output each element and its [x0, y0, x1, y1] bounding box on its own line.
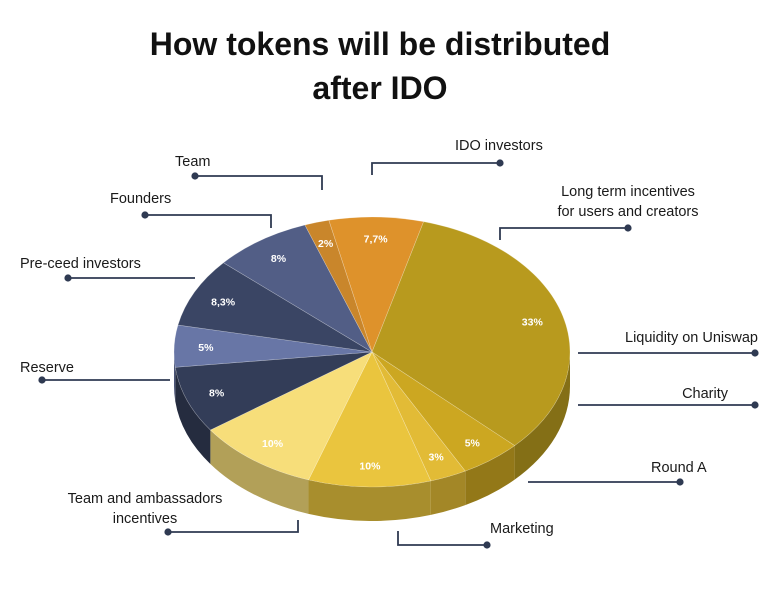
slice-label-liquidity-on-uniswap: Liquidity on Uniswap	[625, 330, 758, 346]
value-label-marketing: 10%	[262, 438, 284, 450]
slice-charity	[371, 351, 466, 482]
slice-label-founders: Founders	[110, 191, 171, 207]
slice-side-team-and-ambassadors-incentives	[175, 367, 211, 464]
slice-side-marketing	[210, 429, 309, 514]
slice-label-round-a: Round A	[651, 460, 707, 476]
leader-dot-long-term-incentives-for-users-and-creators	[624, 224, 632, 232]
value-label-team: 2%	[318, 238, 334, 250]
pie-value-labels: 7,7% 33% 5% 3% 10% 10% 8% 5% 8,3% 8% 2%	[198, 234, 543, 473]
chart-title-line-1: How tokens will be distributed	[149, 26, 611, 62]
leader-line-founders	[145, 214, 272, 228]
slice-label-ido-investors: IDO investors	[455, 138, 543, 154]
slice-label-pre-ceed-investors: Pre-ceed investors	[20, 256, 141, 272]
slice-label-charity: Charity	[682, 386, 729, 402]
chart-title: How tokens will be distributed after IDO	[0, 22, 760, 110]
leader-line-team	[195, 175, 323, 190]
slice-founders	[222, 224, 373, 353]
value-label-long-term-incentives-for-users-and-creators: 33%	[522, 317, 544, 329]
leader-dot-pre-ceed-investors	[64, 274, 72, 282]
slice-label-long-term-incentives-for-users-and-creators-line-2: for users and creators	[557, 204, 698, 220]
pie-slices	[173, 216, 571, 488]
slice-label-team-and-ambassadors-incentives-line-1: Team and ambassadors	[68, 491, 223, 507]
slice-long-term-incentives-for-users-and-creators	[371, 221, 571, 446]
value-label-reserve: 5%	[198, 342, 214, 354]
slice-label-reserve: Reserve	[20, 360, 74, 376]
slice-label-marketing: Marketing	[490, 521, 554, 537]
leader-dot-ido-investors	[496, 159, 504, 167]
slice-side-long-term-incentives-for-users-and-creators	[514, 352, 570, 480]
chart-title-line-2: after IDO	[312, 70, 448, 106]
leader-dot-reserve	[38, 376, 46, 384]
leader-dot-marketing	[483, 541, 491, 549]
value-label-liquidity-on-uniswap: 5%	[465, 437, 481, 449]
leader-dot-liquidity-on-uniswap	[751, 349, 759, 357]
slice-side-round-a	[308, 479, 431, 521]
leader-dot-team	[191, 172, 199, 180]
leader-dot-team-and-ambassadors-incentives	[164, 528, 172, 536]
leader-lines	[38, 159, 759, 549]
slice-label-team-and-ambassadors-incentives-line-2: incentives	[113, 511, 177, 527]
slice-side-liquidity-on-uniswap	[465, 445, 515, 506]
slice-round-a	[308, 351, 432, 488]
slice-team	[304, 219, 373, 353]
slice-label-team: Team	[175, 154, 210, 170]
slice-side-charity	[430, 471, 466, 515]
slice-team-and-ambassadors-incentives	[174, 351, 373, 431]
pie-sides	[174, 352, 570, 521]
leader-line-marketing	[397, 531, 487, 546]
value-label-pre-ceed-investors: 8,3%	[211, 296, 236, 308]
leader-dot-charity	[751, 401, 759, 409]
leader-dot-founders	[141, 211, 149, 219]
leader-line-ido-investors	[371, 162, 500, 175]
slice-marketing	[209, 351, 373, 481]
leader-line-long-term-incentives-for-users-and-creators	[499, 227, 628, 240]
value-label-team-and-ambassadors-incentives: 8%	[209, 387, 225, 399]
slice-label-long-term-incentives-for-users-and-creators-line-1: Long term incentives	[561, 184, 695, 200]
slice-liquidity-on-uniswap	[371, 351, 516, 472]
slice-pre-ceed-investors	[177, 262, 373, 353]
slice-reserve	[173, 324, 373, 368]
slice-ido-investors	[328, 216, 425, 353]
value-label-ido-investors: 7,7%	[364, 234, 389, 246]
value-label-round-a: 10%	[359, 460, 381, 472]
slice-labels: IDO investors Long term incentives for use…	[20, 138, 758, 537]
leader-dot-round-a	[676, 478, 684, 486]
slice-side-reserve	[174, 352, 176, 402]
leader-line-team-and-ambassadors-incentives	[168, 520, 299, 533]
value-label-charity: 3%	[429, 452, 445, 464]
value-label-founders: 8%	[271, 253, 287, 265]
